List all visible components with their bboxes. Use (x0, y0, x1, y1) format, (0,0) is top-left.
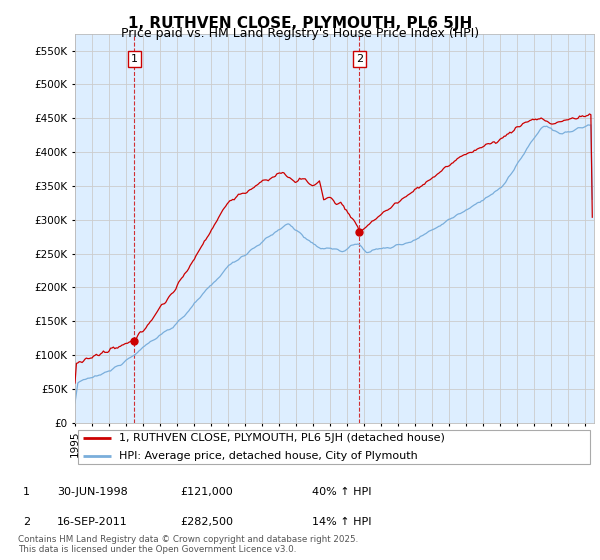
FancyBboxPatch shape (77, 430, 590, 464)
Text: HPI: Average price, detached house, City of Plymouth: HPI: Average price, detached house, City… (119, 451, 418, 461)
Text: 2: 2 (23, 517, 30, 527)
Text: 30-JUN-1998: 30-JUN-1998 (57, 487, 128, 497)
Text: 1: 1 (131, 54, 138, 64)
Text: £282,500: £282,500 (180, 517, 233, 527)
Text: 40% ↑ HPI: 40% ↑ HPI (312, 487, 371, 497)
Text: Contains HM Land Registry data © Crown copyright and database right 2025.
This d: Contains HM Land Registry data © Crown c… (18, 535, 358, 554)
Text: 2: 2 (356, 54, 363, 64)
Text: 1: 1 (23, 487, 30, 497)
Text: Price paid vs. HM Land Registry's House Price Index (HPI): Price paid vs. HM Land Registry's House … (121, 27, 479, 40)
Text: 1, RUTHVEN CLOSE, PLYMOUTH, PL6 5JH (detached house): 1, RUTHVEN CLOSE, PLYMOUTH, PL6 5JH (det… (119, 433, 445, 443)
Text: 14% ↑ HPI: 14% ↑ HPI (312, 517, 371, 527)
Text: 1, RUTHVEN CLOSE, PLYMOUTH, PL6 5JH: 1, RUTHVEN CLOSE, PLYMOUTH, PL6 5JH (128, 16, 472, 31)
Text: £121,000: £121,000 (180, 487, 233, 497)
Text: 16-SEP-2011: 16-SEP-2011 (57, 517, 128, 527)
